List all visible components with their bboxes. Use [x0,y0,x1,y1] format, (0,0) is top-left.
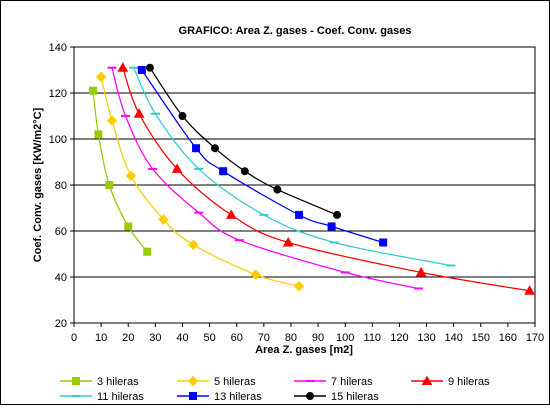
y-tick-label: 140 [49,42,67,54]
legend-label: 11 hileras [97,391,144,403]
y-tick-label: 80 [55,180,67,192]
x-tick-label: 100 [336,332,354,344]
data-point [379,238,388,247]
data-point [105,181,114,189]
x-tick-label: 130 [417,332,435,344]
x-tick-label: 170 [526,332,544,344]
x-tick-label: 30 [149,332,161,344]
x-tick-label: 50 [203,332,215,344]
series-6 [145,63,342,219]
data-point [327,222,336,231]
data-point [158,214,169,225]
legend-marker [421,375,433,385]
grid-lines [74,92,535,278]
x-tick-label: 40 [176,332,188,344]
chart-title: GRAFICO: Area Z. gases - Coef. Conv. gas… [179,25,412,37]
data-point [295,210,304,219]
series-2 [107,66,423,290]
data-point [95,71,107,83]
series-5 [137,66,388,247]
y-axis-label: Coef. Conv. gases [KW/m2°C] [32,107,44,262]
y-axis-ticks: 20 40 60 80 100 120 140 [49,42,74,330]
data-point [88,86,97,95]
y-tick-label: 60 [55,226,67,238]
x-tick-label: 160 [499,332,517,344]
legend-item: 15 hileras [294,391,379,403]
data-point [188,239,199,251]
series-1 [95,71,305,292]
data-point [117,62,129,72]
series-3 [117,62,535,295]
data-point [143,247,152,256]
data-point [94,130,103,139]
y-tick-label: 100 [49,134,67,146]
data-point [225,209,237,219]
data-point [250,269,261,280]
series-4 [129,66,456,267]
legend: 3 hileras 5 hileras 7 hileras 9 hileras 11 h… [60,375,490,403]
legend-label: 7 hileras [331,376,373,388]
data-point [125,170,137,182]
legend-item: 13 hileras [177,391,262,403]
data-point [137,66,146,74]
legend-marker [306,392,314,400]
data-point [124,222,133,231]
data-point [106,115,118,126]
x-tick-label: 150 [472,332,490,344]
x-tick-label: 60 [231,332,243,344]
series-0 [88,86,152,256]
y-tick-label: 20 [55,318,67,330]
data-point [133,108,145,118]
x-tick-label: 20 [122,332,134,344]
x-tick-label: 0 [71,332,77,344]
y-tick-label: 40 [55,272,67,284]
data-point [282,236,294,247]
legend-item: 3 hileras [60,376,139,388]
x-tick-label: 110 [364,332,382,344]
legend-label: 9 hileras [448,376,490,388]
legend-item: 5 hileras [177,375,256,388]
legend-item: 11 hileras [60,391,144,403]
data-point [293,280,305,292]
legend-item: 9 hileras [411,375,490,388]
legend-label: 3 hileras [97,376,139,388]
data-point [333,210,342,219]
x-tick-label: 80 [285,332,297,344]
data-point [171,163,183,173]
y-tick-label: 120 [49,88,67,100]
legend-marker [189,392,197,400]
data-point [415,266,427,277]
x-axis-label: Area Z. gases [m2] [255,344,353,356]
legend-marker [72,377,80,385]
x-tick-label: 140 [444,332,462,344]
legend-label: 13 hileras [214,391,262,403]
x-tick-label: 120 [390,332,408,344]
data-point [524,285,535,295]
data-point [178,112,187,120]
legend-label: 15 hileras [331,391,379,403]
data-point [273,185,282,194]
data-point [192,144,201,153]
x-tick-label: 70 [258,332,270,344]
data-point [240,167,249,176]
legend-item: 7 hileras [294,376,373,388]
legend-label: 5 hileras [214,376,256,388]
x-tick-label: 10 [95,332,107,344]
data-point [211,144,220,153]
data-point [145,63,154,72]
legend-marker [187,375,199,387]
data-point [219,167,228,176]
x-axis-ticks: 0 10 20 30 40 50 60 70 80 90 100 110 120 130 140 150 160… [71,323,544,344]
x-tick-label: 90 [312,332,324,344]
series-group [88,62,535,295]
